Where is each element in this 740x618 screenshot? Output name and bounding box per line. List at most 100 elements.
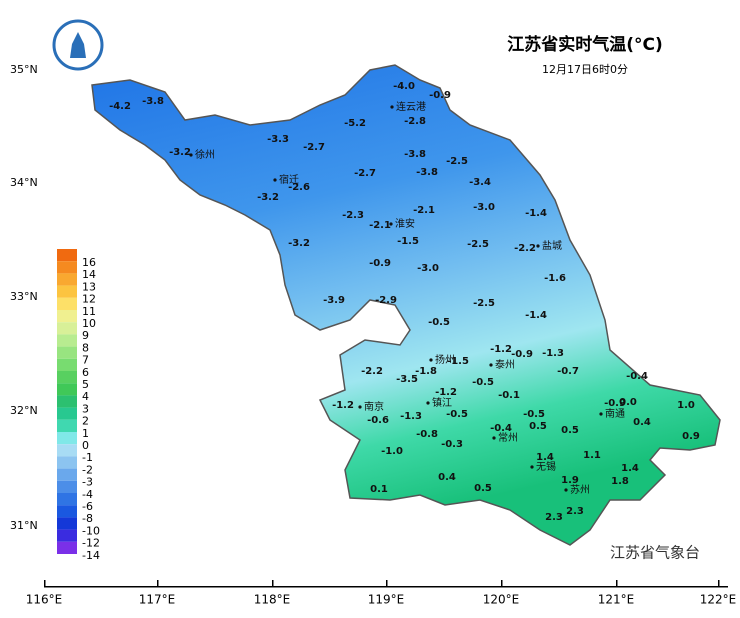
legend-label: 3 xyxy=(82,402,89,415)
legend-swatch xyxy=(57,249,77,262)
legend-swatch xyxy=(57,261,77,274)
station-temp: -0.4 xyxy=(626,371,648,382)
station-temp: -0.9 xyxy=(369,258,391,269)
station-temp: -3.4 xyxy=(469,177,491,188)
station-temp: -1.5 xyxy=(447,356,469,367)
legend-label: 10 xyxy=(82,317,96,330)
station-temp: -3.8 xyxy=(142,96,164,107)
station-temp: 1.1 xyxy=(583,450,601,461)
station-temp: -2.9 xyxy=(375,295,397,306)
station-temp: -2.5 xyxy=(473,298,495,309)
city-dot xyxy=(599,412,603,416)
x-axis-label: 119°E xyxy=(368,593,405,607)
city-dot xyxy=(426,401,430,405)
x-tick xyxy=(616,580,618,586)
station-temp: 0.1 xyxy=(370,484,388,495)
legend-label: -14 xyxy=(82,549,100,562)
legend-label: 11 xyxy=(82,305,96,318)
legend-swatch xyxy=(57,456,77,469)
station-temp: -0.8 xyxy=(416,429,438,440)
legend-swatch xyxy=(57,346,77,359)
city-label: 常州 xyxy=(498,431,518,444)
x-axis xyxy=(44,586,728,588)
legend-label: -8 xyxy=(82,512,93,525)
station-temp: -3.5 xyxy=(396,374,418,385)
station-temp: -0.4 xyxy=(490,423,512,434)
legend-swatch xyxy=(57,395,77,408)
city-dot xyxy=(389,222,393,226)
legend-label: 0 xyxy=(82,439,89,452)
x-tick xyxy=(157,580,159,586)
y-axis-label: 35°N xyxy=(10,63,38,76)
station-temp: -4.2 xyxy=(109,101,131,112)
legend-label: -6 xyxy=(82,500,93,513)
station-temp: -2.7 xyxy=(354,168,376,179)
legend-label: 5 xyxy=(82,378,89,391)
legend-swatch xyxy=(57,407,77,420)
city-dot xyxy=(530,465,534,469)
station-temp: 1.4 xyxy=(621,463,639,474)
city-label: 连云港 xyxy=(396,100,426,113)
y-axis-label: 31°N xyxy=(10,519,38,532)
station-temp: 0.4 xyxy=(633,417,651,428)
station-temp: 1.8 xyxy=(611,476,629,487)
station-temp: -0.5 xyxy=(472,377,494,388)
station-temp: -2.1 xyxy=(369,220,391,231)
station-temp: -1.6 xyxy=(544,273,566,284)
city-dot xyxy=(536,244,540,248)
station-temp: -3.0 xyxy=(473,202,495,213)
legend-label: 7 xyxy=(82,354,89,367)
legend-label: 6 xyxy=(82,366,89,379)
city-label: 镇江 xyxy=(432,396,452,409)
legend-label: 1 xyxy=(82,427,89,440)
legend-label: 12 xyxy=(82,293,96,306)
legend-swatch xyxy=(57,371,77,384)
city-dot xyxy=(429,358,433,362)
city-label: 宿迁 xyxy=(279,173,299,186)
station-temp: 2.3 xyxy=(566,506,584,517)
station-temp: 1.0 xyxy=(677,400,695,411)
station-temp: -0.9 xyxy=(511,349,533,360)
station-temp: 1.9 xyxy=(561,475,579,486)
legend-label: 16 xyxy=(82,256,96,269)
station-temp: -1.4 xyxy=(525,310,547,321)
station-temp: -3.0 xyxy=(417,263,439,274)
legend-swatch xyxy=(57,310,77,323)
legend-label: -3 xyxy=(82,476,93,489)
x-axis-label: 121°E xyxy=(598,593,635,607)
city-label: 泰州 xyxy=(495,358,515,371)
city-label: 南通 xyxy=(605,407,625,420)
station-temp: -1.3 xyxy=(542,348,564,359)
legend-label: 13 xyxy=(82,280,96,293)
legend-label: -12 xyxy=(82,537,100,550)
station-temp: -4.0 xyxy=(393,81,415,92)
station-temp: -0.7 xyxy=(557,366,579,377)
station-temp: -1.2 xyxy=(332,400,354,411)
station-temp: 0.5 xyxy=(529,421,547,432)
legend-swatch xyxy=(57,285,77,298)
station-temp: -2.6 xyxy=(288,182,310,193)
station-temp: 0.4 xyxy=(438,472,456,483)
station-temp: -0.5 xyxy=(428,317,450,328)
city-dot xyxy=(358,405,362,409)
station-temp: -0.1 xyxy=(498,390,520,401)
station-temp: -2.1 xyxy=(413,205,435,216)
legend-swatch xyxy=(57,383,77,396)
x-tick xyxy=(44,580,46,586)
station-temp: -3.2 xyxy=(288,238,310,249)
station-temp: -0.3 xyxy=(441,439,463,450)
x-tick xyxy=(272,580,274,586)
station-temp: -2.5 xyxy=(446,156,468,167)
legend-swatch xyxy=(57,273,77,286)
station-temp: 0.5 xyxy=(474,483,492,494)
station-temp: 0.9 xyxy=(682,431,700,442)
legend-swatch xyxy=(57,468,77,481)
station-temp: -0.5 xyxy=(446,409,468,420)
station-temp: -3.8 xyxy=(404,149,426,160)
legend-label: 8 xyxy=(82,341,89,354)
x-axis-label: 120°E xyxy=(483,593,520,607)
y-axis-label: 33°N xyxy=(10,290,38,303)
city-dot xyxy=(492,436,496,440)
station-temp: -1.8 xyxy=(415,366,437,377)
